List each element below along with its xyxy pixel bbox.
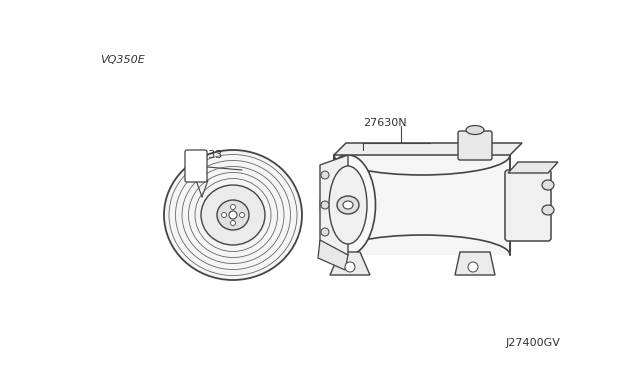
Circle shape	[321, 201, 329, 209]
Circle shape	[239, 212, 244, 218]
Ellipse shape	[321, 155, 376, 255]
Circle shape	[321, 171, 329, 179]
Ellipse shape	[164, 150, 302, 280]
Polygon shape	[334, 143, 522, 155]
Ellipse shape	[329, 166, 367, 244]
Text: VQ350E: VQ350E	[100, 55, 145, 65]
Polygon shape	[508, 162, 558, 173]
Ellipse shape	[466, 125, 484, 135]
Text: J27400GV: J27400GV	[505, 338, 560, 348]
Circle shape	[221, 212, 227, 218]
Polygon shape	[320, 155, 348, 255]
Ellipse shape	[337, 196, 359, 214]
FancyBboxPatch shape	[185, 150, 207, 182]
FancyBboxPatch shape	[334, 155, 510, 255]
FancyBboxPatch shape	[505, 170, 551, 241]
FancyBboxPatch shape	[458, 131, 492, 160]
Circle shape	[230, 221, 236, 225]
Ellipse shape	[201, 185, 265, 245]
Circle shape	[321, 228, 329, 236]
Circle shape	[230, 205, 236, 209]
Polygon shape	[455, 252, 495, 275]
Text: 27630N: 27630N	[363, 118, 406, 128]
Ellipse shape	[542, 205, 554, 215]
Polygon shape	[330, 252, 370, 275]
Ellipse shape	[217, 200, 249, 230]
Circle shape	[345, 262, 355, 272]
Text: 27633: 27633	[187, 150, 222, 160]
Circle shape	[229, 211, 237, 219]
Ellipse shape	[542, 180, 554, 190]
Circle shape	[468, 262, 478, 272]
Ellipse shape	[343, 201, 353, 209]
Polygon shape	[318, 240, 348, 270]
